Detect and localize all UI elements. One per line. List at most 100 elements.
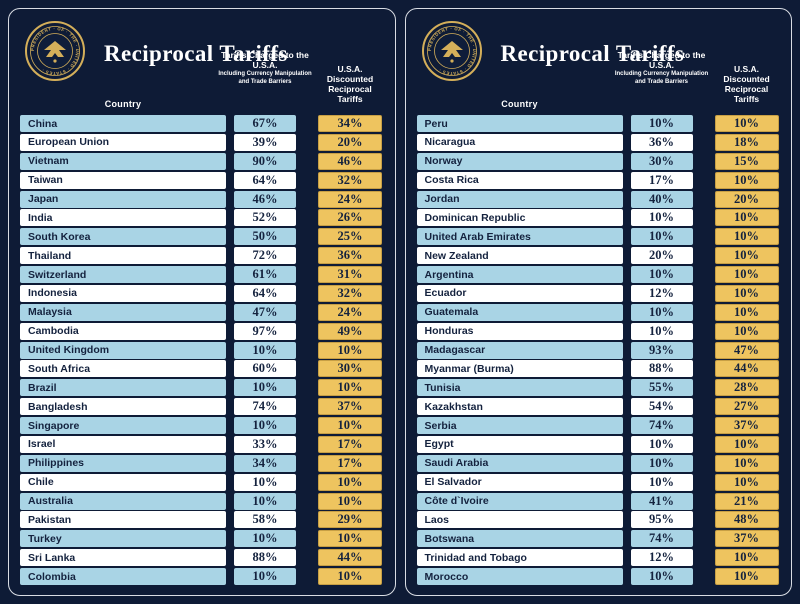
country-cell: Indonesia <box>20 284 226 302</box>
country-cell: Ecuador <box>416 284 623 302</box>
charged-tariff-cell: 10% <box>630 115 693 132</box>
discounted-tariff-cell: 28% <box>714 379 779 397</box>
charged-tariff-cell: 10% <box>234 568 296 585</box>
table-row: European Union 39% 20% <box>20 133 384 151</box>
charged-tariff-cell: 72% <box>234 247 296 265</box>
discounted-tariff-cell: 30% <box>318 360 382 378</box>
country-cell: Myanmar (Burma) <box>416 360 623 378</box>
tariff-panel-left: PRESIDENT · OF · THE · UNITED · STATES ·… <box>8 8 396 596</box>
country-cell: China <box>20 115 226 132</box>
charged-tariff-cell: 33% <box>234 435 296 453</box>
charged-tariff-cell: 58% <box>234 511 296 529</box>
table-row: Chile 10% 10% <box>20 473 384 491</box>
country-cell: Cambodia <box>20 322 226 340</box>
table-body: China 67% 34% European Union 39% 20% Vietnam 90… <box>20 115 384 585</box>
table-row: Peru 10% 10% <box>416 115 781 132</box>
country-cell: Norway <box>416 152 623 170</box>
discounted-tariff-cell: 24% <box>318 303 382 321</box>
charged-tariff-cell: 55% <box>630 379 693 397</box>
discounted-tariff-cell: 32% <box>318 171 382 189</box>
discounted-tariff-cell: 48% <box>714 511 779 529</box>
column-header-tariffs-charged: Tariffs Charged to the U.S.A. Including … <box>614 50 710 86</box>
discounted-tariff-cell: 10% <box>714 247 779 265</box>
country-cell: Guatemala <box>416 303 623 321</box>
discounted-tariff-cell: 25% <box>318 228 382 246</box>
discounted-tariff-cell: 10% <box>714 209 779 227</box>
country-cell: Morocco <box>416 568 623 585</box>
country-cell: New Zealand <box>416 247 623 265</box>
charged-tariff-cell: 10% <box>630 266 693 283</box>
discounted-tariff-cell: 10% <box>714 568 779 585</box>
charged-tariff-cell: 46% <box>234 190 296 208</box>
charged-tariff-cell: 10% <box>630 322 693 340</box>
country-cell: Costa Rica <box>416 171 623 189</box>
country-cell: Tunisia <box>416 379 623 397</box>
country-cell: Israel <box>20 435 226 453</box>
presidential-seal-icon: PRESIDENT · OF · THE · UNITED · STATES · <box>421 21 482 81</box>
table-row: El Salvador 10% 10% <box>416 473 781 491</box>
table-row: Colombia 10% 10% <box>20 568 384 585</box>
discounted-tariff-cell: 10% <box>714 115 779 132</box>
country-cell: Côte d`Ivoire <box>416 492 623 510</box>
discounted-tariff-cell: 34% <box>318 115 382 132</box>
country-cell: Trinidad and Tobago <box>416 549 623 567</box>
country-cell: Japan <box>20 190 226 208</box>
table-row: Indonesia 64% 32% <box>20 284 384 302</box>
discounted-tariff-cell: 10% <box>318 530 382 548</box>
discounted-tariff-cell: 47% <box>714 341 779 359</box>
charged-tariff-cell: 39% <box>234 133 296 151</box>
charged-tariff-cell: 10% <box>630 228 693 246</box>
charged-tariff-cell: 30% <box>630 152 693 170</box>
discounted-tariff-cell: 36% <box>318 247 382 265</box>
charged-tariff-cell: 20% <box>630 247 693 265</box>
table-row: Singapore 10% 10% <box>20 417 384 434</box>
charged-tariff-cell: 61% <box>234 266 296 283</box>
charged-tariff-cell: 88% <box>630 360 693 378</box>
table-row: Jordan 40% 20% <box>416 190 781 208</box>
charged-tariff-cell: 64% <box>234 284 296 302</box>
discounted-tariff-cell: 21% <box>714 492 779 510</box>
discounted-tariff-cell: 10% <box>318 341 382 359</box>
table-row: United Arab Emirates 10% 10% <box>416 228 781 246</box>
table-row: New Zealand 20% 10% <box>416 247 781 265</box>
country-cell: United Arab Emirates <box>416 228 623 246</box>
table-row: South Korea 50% 25% <box>20 228 384 246</box>
discounted-tariff-cell: 10% <box>714 322 779 340</box>
country-cell: El Salvador <box>416 473 623 491</box>
discounted-tariff-cell: 24% <box>318 190 382 208</box>
column-header-tariffs-charged: Tariffs Charged to the U.S.A. Including … <box>217 50 313 86</box>
charged-tariff-cell: 74% <box>630 417 693 434</box>
discounted-tariff-cell: 17% <box>318 435 382 453</box>
table-row: Sri Lanka 88% 44% <box>20 549 384 567</box>
table-row: Costa Rica 17% 10% <box>416 171 781 189</box>
country-cell: European Union <box>20 133 226 151</box>
table-row: Cambodia 97% 49% <box>20 322 384 340</box>
country-cell: South Africa <box>20 360 226 378</box>
country-cell: Jordan <box>416 190 623 208</box>
table-row: Tunisia 55% 28% <box>416 379 781 397</box>
charged-tariff-cell: 60% <box>234 360 296 378</box>
country-cell: Laos <box>416 511 623 529</box>
discounted-tariff-cell: 10% <box>714 171 779 189</box>
charged-tariff-cell: 64% <box>234 171 296 189</box>
discounted-tariff-cell: 10% <box>714 473 779 491</box>
country-cell: Honduras <box>416 322 623 340</box>
country-cell: Chile <box>20 473 226 491</box>
discounted-tariff-cell: 10% <box>714 228 779 246</box>
country-cell: Malaysia <box>20 303 226 321</box>
country-cell: Pakistan <box>20 511 226 529</box>
country-cell: Brazil <box>20 379 226 397</box>
table-row: Côte d`Ivoire 41% 21% <box>416 492 781 510</box>
discounted-tariff-cell: 29% <box>318 511 382 529</box>
discounted-tariff-cell: 18% <box>714 133 779 151</box>
charged-tariff-cell: 10% <box>630 454 693 472</box>
charged-tariff-cell: 34% <box>234 454 296 472</box>
table-row: Saudi Arabia 10% 10% <box>416 454 781 472</box>
charged-tariff-cell: 67% <box>234 115 296 132</box>
charged-tariff-cell: 10% <box>234 530 296 548</box>
charged-tariff-cell: 54% <box>630 398 693 416</box>
discounted-tariff-cell: 37% <box>714 417 779 434</box>
charged-tariff-cell: 95% <box>630 511 693 529</box>
table-row: Nicaragua 36% 18% <box>416 133 781 151</box>
table-row: Japan 46% 24% <box>20 190 384 208</box>
